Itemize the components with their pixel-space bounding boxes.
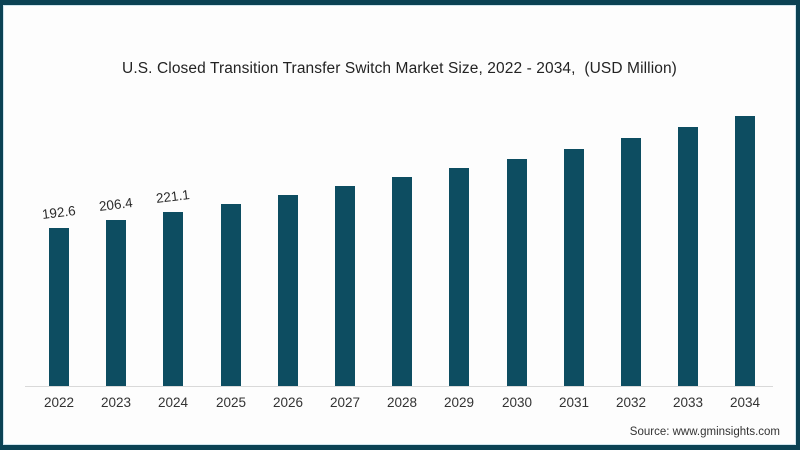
x-axis-label-2024: 2024: [157, 395, 189, 410]
x-axis-label-2027: 2027: [329, 395, 361, 410]
bar-2028: [392, 177, 412, 386]
bar-2029: [449, 168, 469, 386]
x-axis-label-2025: 2025: [215, 395, 247, 410]
x-axis-label-2026: 2026: [272, 395, 304, 410]
bar-2022: [49, 228, 69, 386]
bar-2033: [678, 127, 698, 386]
bar-2031: [564, 149, 584, 386]
x-axis-label-2034: 2034: [729, 395, 761, 410]
x-axis-label-2023: 2023: [100, 395, 132, 410]
data-label-2022: 192.6: [41, 203, 77, 223]
data-label-2024: 221.1: [155, 187, 191, 207]
x-axis-label-2029: 2029: [443, 395, 475, 410]
bar-chart-plot: 2022 192.6 2023 206.4 2024 221.1 2025 2026 2027 2…: [3, 5, 796, 445]
bar-2025: [221, 204, 241, 386]
x-axis-label-2030: 2030: [501, 395, 533, 410]
x-axis-label-2032: 2032: [615, 395, 647, 410]
chart-title: U.S. Closed Transition Transfer Switch M…: [122, 60, 677, 77]
x-axis-label-2033: 2033: [672, 395, 704, 410]
bar-2024: [163, 212, 183, 386]
bar-2026: [278, 195, 298, 386]
x-axis-line: [25, 386, 773, 387]
bar-2023: [106, 220, 126, 386]
bar-2032: [621, 138, 641, 386]
bar-2034: [735, 116, 755, 386]
source-attribution: Source: www.gminsights.com: [629, 426, 780, 438]
bar-2030: [507, 159, 527, 386]
x-axis-label-2031: 2031: [558, 395, 590, 410]
data-label-2023: 206.4: [98, 195, 134, 215]
bar-2027: [335, 186, 355, 386]
x-axis-label-2028: 2028: [386, 395, 418, 410]
x-axis-label-2022: 2022: [43, 395, 75, 410]
